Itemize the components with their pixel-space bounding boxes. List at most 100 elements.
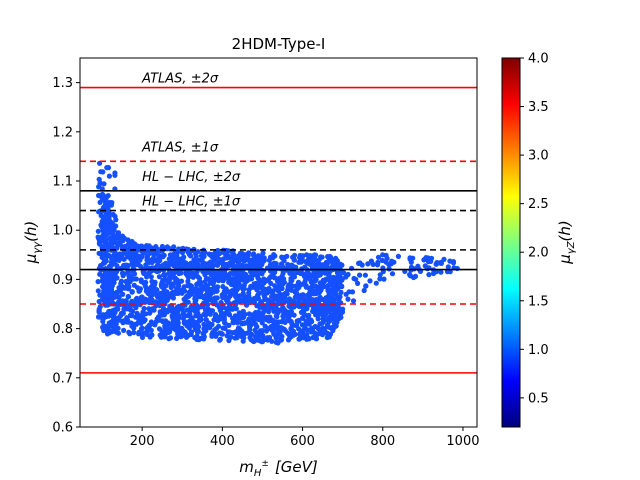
- scatter-point: [319, 284, 325, 290]
- annotations: ATLAS, ±2σ ATLAS, ±1σ HL − LHC, ±2σ HL − LH…: [141, 72, 241, 210]
- scatter-point: [246, 257, 252, 263]
- scatter-point: [246, 321, 252, 327]
- scatter-point: [135, 246, 141, 252]
- scatter-point: [270, 272, 276, 278]
- scatter-point: [120, 250, 127, 256]
- scatter-point: [313, 270, 319, 276]
- scatter-point: [316, 257, 322, 263]
- scatter-point: [158, 298, 164, 304]
- scatter-point: [206, 286, 212, 292]
- scatter-point: [246, 290, 252, 296]
- scatter-point: [217, 337, 223, 343]
- scatter-point: [113, 217, 119, 223]
- scatter-point: [104, 241, 110, 247]
- x-axis-label-units: [GeV]: [275, 458, 318, 476]
- scatter-point: [308, 258, 314, 264]
- scatter-point: [216, 275, 222, 281]
- y-axis-ticks: 0.6 0.7 0.8 0.9 1.0 1.1 1.2 1.3: [52, 76, 80, 436]
- scatter-point: [248, 332, 254, 338]
- scatter-point: [291, 274, 298, 280]
- atlas-1sigma-label: ATLAS, ±1σ: [141, 140, 219, 155]
- scatter-point: [326, 255, 332, 261]
- scatter-point: [159, 280, 165, 287]
- scatter-point: [258, 333, 264, 339]
- scatter-point: [363, 283, 369, 289]
- scatter-point: [336, 297, 342, 303]
- scatter-point: [367, 278, 373, 284]
- scatter-point: [240, 286, 246, 292]
- scatter-point: [120, 244, 126, 250]
- scatter-point: [214, 325, 220, 332]
- scatter-point: [206, 276, 212, 282]
- scatter-point: [143, 262, 149, 268]
- scatter-point: [159, 312, 165, 318]
- scatter-point: [166, 270, 172, 276]
- scatter-point: [240, 277, 246, 283]
- scatter-point: [426, 272, 432, 278]
- scatter-point: [422, 263, 428, 269]
- scatter-point: [183, 334, 190, 340]
- scatter-point: [375, 259, 381, 265]
- scatter-point: [117, 298, 123, 305]
- scatter-point: [333, 323, 339, 329]
- scatter-point: [312, 278, 318, 284]
- scatter-point: [308, 317, 314, 323]
- scatter-point: [273, 323, 279, 329]
- scatter-point: [328, 316, 335, 322]
- scatter-point: [296, 336, 302, 342]
- scatter-point: [319, 320, 325, 326]
- y-axis-label-main: μ: [22, 254, 40, 265]
- scatter-point: [288, 312, 294, 318]
- x-axis-label-main: m: [239, 458, 254, 476]
- scatter-point: [141, 305, 147, 312]
- scatter-point: [125, 294, 131, 300]
- scatter-point: [315, 326, 322, 332]
- scatter-point: [108, 323, 114, 329]
- scatter-point: [438, 269, 444, 275]
- scatter-point: [234, 295, 240, 301]
- scatter-point: [208, 271, 214, 277]
- scatter-point: [286, 286, 292, 292]
- scatter-point: [155, 259, 161, 265]
- scatter-point: [355, 280, 361, 286]
- scatter-point: [188, 304, 194, 310]
- scatter-point: [175, 319, 181, 325]
- scatter-point: [313, 291, 319, 297]
- scatter-point: [377, 276, 383, 282]
- y-tick-label: 0.7: [52, 371, 73, 386]
- scatter-point: [95, 279, 101, 285]
- scatter-point: [101, 291, 107, 297]
- scatter-point: [266, 309, 272, 315]
- scatter-point: [226, 311, 232, 317]
- scatter-point: [140, 313, 146, 319]
- scatter-point: [330, 282, 336, 289]
- scatter-point: [296, 259, 302, 265]
- scatter-point: [254, 287, 260, 293]
- scatter-point: [334, 274, 340, 280]
- scatter-point: [263, 328, 269, 334]
- scatter-point: [356, 260, 362, 266]
- scatter-point: [213, 333, 219, 339]
- scatter-point: [300, 315, 306, 321]
- scatter-point: [295, 318, 301, 324]
- x-tick-label: 1000: [446, 434, 479, 449]
- axes-frame: [79, 57, 478, 428]
- scatter-point: [166, 336, 172, 342]
- scatter-point: [131, 329, 137, 336]
- scatter-point: [149, 287, 155, 293]
- scatter-point: [257, 328, 264, 334]
- scatter-point: [287, 304, 294, 310]
- scatter-point: [258, 304, 264, 310]
- scatter-point: [350, 298, 357, 304]
- scatter-point: [169, 255, 175, 261]
- scatter-point: [315, 306, 321, 312]
- scatter-point: [96, 306, 102, 312]
- scatter-point: [253, 254, 259, 260]
- scatter-point: [100, 169, 106, 175]
- scatter-point: [128, 320, 134, 326]
- scatter-point: [276, 287, 282, 293]
- scatter-point: [284, 291, 290, 297]
- colorbar-tick-label: 0.5: [528, 391, 549, 406]
- scatter-point: [261, 308, 267, 314]
- scatter-point: [203, 316, 209, 323]
